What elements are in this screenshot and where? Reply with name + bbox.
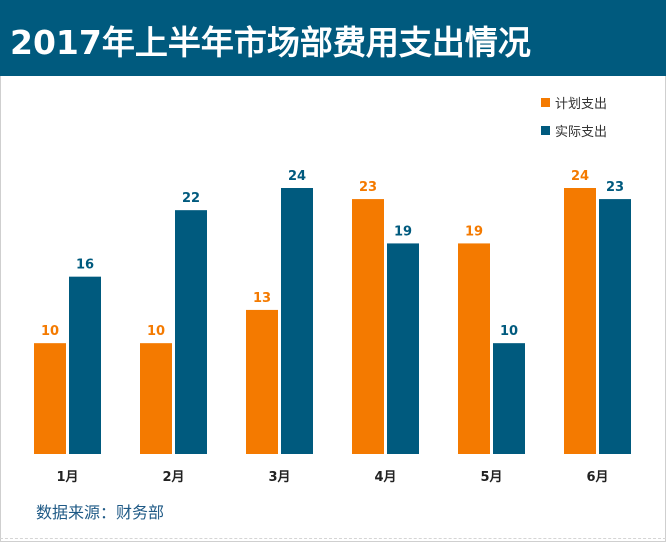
value-label-actual-5: 10: [500, 324, 518, 339]
bar-actual-6: [599, 199, 631, 454]
bar-actual-2: [175, 210, 207, 454]
x-tick-label-6: 6月: [586, 470, 608, 485]
legend-swatch-planned: [541, 97, 550, 107]
bar-planned-6: [564, 188, 596, 454]
value-label-planned-6: 24: [571, 169, 589, 184]
value-label-planned-5: 19: [465, 224, 483, 239]
bar-actual-5: [493, 343, 525, 454]
x-tick-label-1: 1月: [56, 470, 78, 485]
value-label-planned-3: 13: [253, 291, 271, 306]
x-tick-label-3: 3月: [268, 470, 290, 485]
bar-planned-1: [34, 343, 66, 454]
x-tick-label-2: 2月: [162, 470, 184, 485]
value-label-actual-1: 16: [76, 258, 94, 273]
value-label-actual-2: 22: [182, 191, 200, 206]
value-label-actual-4: 19: [394, 224, 412, 239]
bar-planned-4: [352, 199, 384, 454]
legend-label-planned: 计划支出: [555, 96, 608, 112]
title-bar: 2017年上半年市场部费用支出情况: [0, 0, 666, 76]
bar-planned-5: [458, 243, 490, 454]
legend-swatch-actual: [541, 125, 550, 135]
value-label-planned-4: 23: [359, 180, 377, 195]
legend-label-actual: 实际支出: [555, 124, 608, 140]
value-label-actual-3: 24: [288, 169, 306, 184]
chart-title: 2017年上半年市场部费用支出情况: [10, 23, 531, 62]
bar-planned-3: [246, 309, 278, 454]
value-label-actual-6: 23: [606, 180, 624, 195]
bar-planned-2: [140, 343, 172, 454]
bar-actual-4: [387, 243, 419, 454]
source-note: 数据来源：财务部: [36, 503, 165, 522]
legend-item-actual: 实际支出: [541, 121, 608, 140]
legend: 计划支出 实际支出: [541, 93, 607, 149]
bar-actual-3: [281, 188, 313, 454]
value-label-planned-2: 10: [147, 324, 165, 339]
legend-item-planned: 计划支出: [541, 93, 608, 112]
x-tick-label-4: 4月: [374, 470, 396, 485]
x-tick-label-5: 5月: [480, 470, 502, 485]
bottom-divider: [0, 538, 666, 540]
value-label-planned-1: 10: [41, 324, 59, 339]
bar-actual-1: [69, 276, 101, 454]
